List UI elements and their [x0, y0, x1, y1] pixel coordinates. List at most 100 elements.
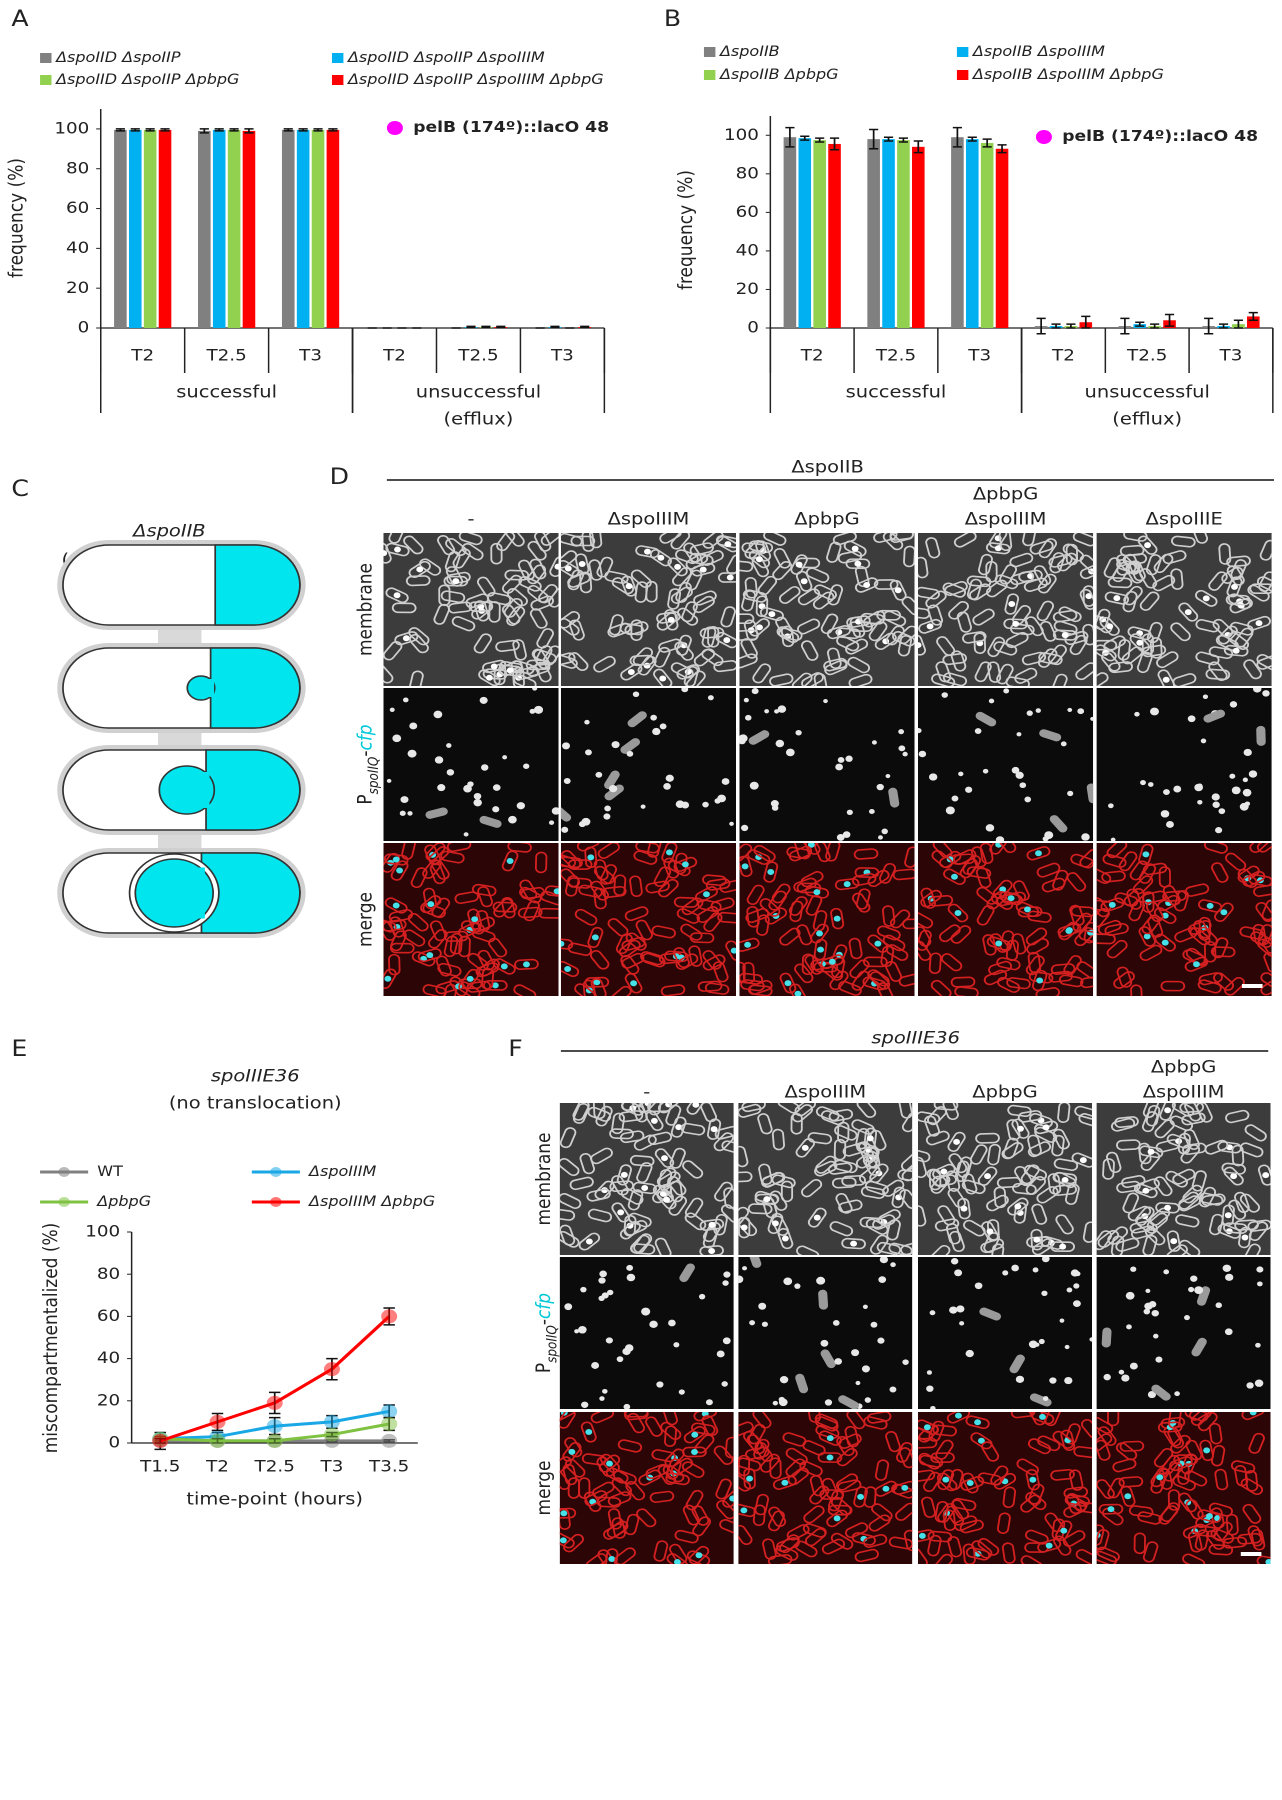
cell	[584, 976, 610, 988]
point	[266, 1433, 283, 1448]
spot	[663, 783, 671, 790]
cfp-spot	[630, 980, 638, 987]
septum-spot	[1144, 542, 1151, 549]
cell	[769, 1457, 782, 1479]
spot	[1118, 1369, 1125, 1375]
septum-spot	[953, 1138, 961, 1145]
cell	[560, 853, 577, 868]
cell	[739, 629, 759, 641]
x-tick-label: T1.5	[139, 1458, 180, 1477]
septum-spot	[393, 592, 401, 599]
cell	[1031, 969, 1048, 992]
cell	[986, 890, 1008, 910]
spot	[641, 1307, 651, 1316]
error-bar	[815, 137, 825, 143]
cell	[559, 1208, 576, 1221]
cell	[445, 537, 467, 556]
cell	[947, 1131, 966, 1152]
cell	[653, 1540, 669, 1562]
cell	[476, 576, 496, 597]
row-label-part: merge	[355, 892, 377, 947]
cell	[713, 1214, 728, 1236]
cell	[481, 968, 495, 990]
cell	[804, 954, 823, 975]
cell	[885, 625, 905, 646]
cell	[1162, 885, 1181, 906]
cell	[454, 891, 479, 905]
cell	[1141, 1111, 1159, 1133]
cell	[1048, 554, 1073, 568]
cell	[635, 545, 660, 559]
spot	[1163, 789, 1170, 796]
cell	[1036, 600, 1055, 622]
cell	[759, 1453, 781, 1473]
cell	[807, 1412, 821, 1423]
cell	[934, 1500, 949, 1523]
spot	[1026, 710, 1033, 716]
septum-spot	[506, 667, 514, 674]
septum-spot	[813, 1214, 821, 1221]
cell	[1184, 1412, 1209, 1422]
cell	[918, 1452, 941, 1470]
cell	[793, 877, 818, 893]
cell	[801, 1179, 823, 1198]
spot	[1244, 801, 1251, 807]
cell	[810, 923, 829, 944]
septum-spot	[644, 548, 651, 555]
cell	[1055, 1214, 1074, 1235]
bar	[980, 142, 994, 328]
spot	[1229, 773, 1236, 779]
spot	[816, 1276, 826, 1285]
spot	[862, 1304, 868, 1309]
spot	[941, 692, 948, 698]
cell	[898, 1447, 913, 1469]
cell	[956, 611, 972, 633]
cell	[1057, 1103, 1071, 1124]
cell	[1021, 651, 1047, 666]
y-tick-label: 80	[97, 1265, 120, 1284]
cell	[501, 574, 523, 594]
cfp-spot	[1203, 1447, 1211, 1454]
cell	[422, 887, 437, 910]
column-label: ΔspoIIIM	[608, 510, 690, 530]
cell	[767, 1510, 785, 1532]
cell	[1211, 862, 1229, 883]
micrograph	[1096, 533, 1272, 686]
cell	[993, 1472, 1017, 1490]
cell	[1037, 1538, 1062, 1553]
cell	[604, 570, 629, 584]
spot	[1110, 837, 1116, 841]
cell	[942, 652, 967, 666]
cell-signal	[818, 1289, 829, 1310]
cell	[1260, 978, 1272, 996]
spot	[665, 774, 674, 782]
spot	[1103, 1373, 1111, 1381]
septum-spot	[1224, 1212, 1232, 1219]
spot	[820, 1339, 829, 1347]
cell	[1052, 609, 1078, 623]
spot	[1145, 1288, 1151, 1294]
cell	[560, 550, 578, 569]
error-bar	[550, 325, 560, 329]
cell	[860, 1186, 886, 1199]
cell	[385, 587, 409, 604]
spot	[761, 1321, 768, 1327]
cell	[775, 616, 794, 638]
cell	[619, 622, 644, 636]
diagram-title: ΔspoIIB	[131, 522, 206, 542]
cell	[1145, 554, 1162, 576]
bar	[143, 129, 157, 328]
spot	[626, 750, 634, 757]
bar	[783, 137, 797, 328]
cell	[1079, 588, 1094, 610]
cell	[715, 1478, 732, 1500]
cell	[624, 1412, 649, 1421]
spot	[1187, 715, 1196, 723]
spot	[871, 740, 877, 745]
point	[152, 1433, 169, 1448]
cfp-spot	[995, 940, 1003, 947]
spot	[1129, 1362, 1138, 1370]
cell	[739, 961, 746, 984]
spot	[607, 1289, 614, 1296]
row-label-part: membrane	[533, 1133, 555, 1226]
